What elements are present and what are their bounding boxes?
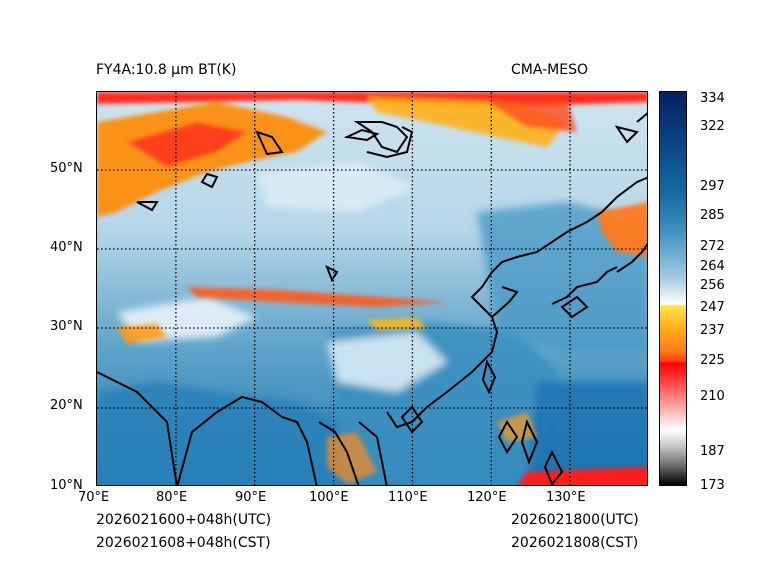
cbar-label-187: 187 [700,444,725,459]
model-title: CMA-MESO [511,62,589,78]
lat-label-40n: 40°N [50,240,83,255]
cbar-label-210: 210 [700,389,725,404]
lon-label-110e: 110°E [388,490,428,505]
lon-label-70e: 70°E [78,490,110,505]
lat-label-20n: 20°N [50,398,83,413]
coastlines [97,112,647,485]
cbar-label-237: 237 [700,323,725,338]
cbar-label-256: 256 [700,278,725,293]
colorbar-gradient [660,92,686,485]
init-time-cst: 2026021608+048h(CST) [96,535,271,551]
warm-surface-areas [97,162,647,485]
init-time-utc: 2026021600+048h(UTC) [96,512,272,528]
product-title: FY4A:10.8 μm BT(K) [96,62,237,78]
map-canvas [97,92,647,485]
valid-time-cst: 2026021808(CST) [511,535,639,551]
satellite-map [96,91,648,486]
lat-label-30n: 30°N [50,319,83,334]
cbar-label-247: 247 [700,300,725,315]
colorbar-fill [660,92,686,485]
cbar-label-225: 225 [700,353,725,368]
cbar-label-297: 297 [700,179,725,194]
cbar-label-173: 173 [700,478,725,493]
lat-label-10n: 10°N [50,478,83,493]
cbar-label-322: 322 [700,119,725,134]
cold-cloud-tops [97,92,647,485]
lon-label-130e: 130°E [546,490,586,505]
lon-label-90e: 90°E [235,490,267,505]
lat-label-50n: 50°N [50,161,83,176]
cbar-label-285: 285 [700,208,725,223]
lon-label-120e: 120°E [467,490,507,505]
cbar-label-264: 264 [700,259,725,274]
valid-time-utc: 2026021800(UTC) [511,512,639,528]
lon-label-100e: 100°E [309,490,349,505]
graticule [97,92,647,485]
lon-label-80e: 80°E [156,490,188,505]
cbar-label-334: 334 [700,91,725,106]
cbar-label-272: 272 [700,239,725,254]
colorbar [659,91,687,486]
